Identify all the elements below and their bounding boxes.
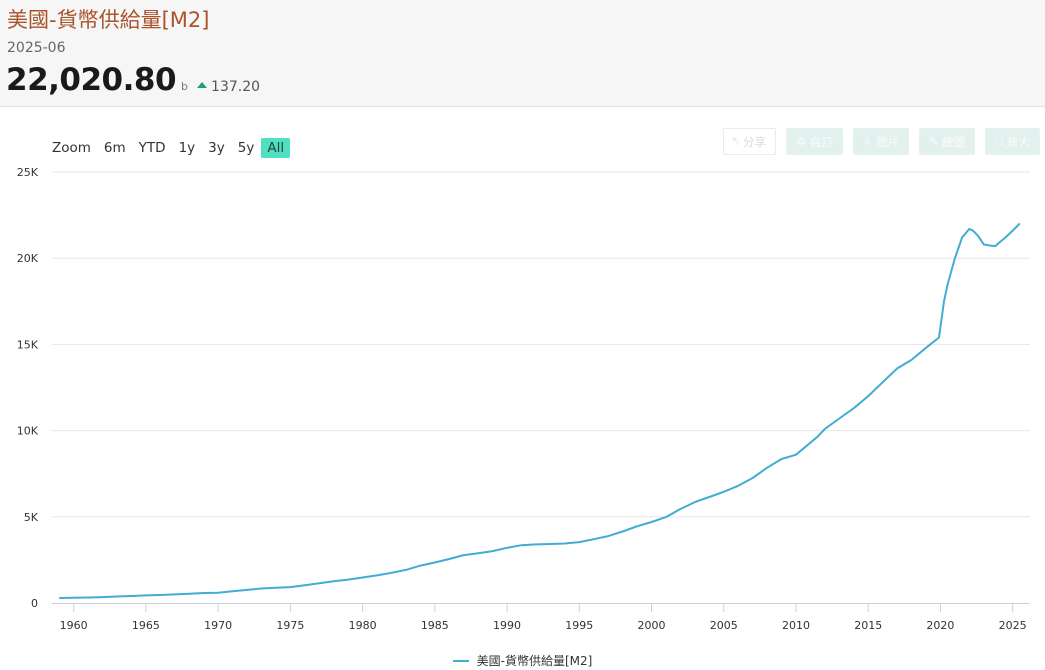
line-chart: 0 5K 10K 15K 20K 25K 1960 1965 1970 1975 1980 1985…	[17, 166, 1030, 632]
y-tick-label: 10K	[17, 425, 39, 438]
x-tick-label: 2020	[926, 619, 954, 632]
chart-toolbar: ⤣ 分享 ⚙ 自訂 ⇩ 圖片 ✎ 繪圖 ⛶ 放大	[722, 128, 1040, 155]
chart-legend[interactable]: 美國-貨幣供給量[M2]	[0, 652, 1045, 669]
y-axis-labels: 0 5K 10K 15K 20K 25K	[17, 166, 39, 610]
x-tick-label: 1980	[349, 619, 377, 632]
legend-label: 美國-貨幣供給量[M2]	[476, 654, 593, 668]
draw-button[interactable]: ✎ 繪圖	[919, 128, 976, 155]
zoom-1y-button[interactable]: 1y	[178, 140, 196, 156]
change-indicator: 137.20	[197, 79, 260, 95]
y-tick-label: 25K	[17, 166, 39, 179]
y-tick-label: 0	[31, 597, 38, 610]
x-tick-label: 1960	[60, 619, 88, 632]
series-line	[59, 222, 1021, 599]
x-tick-label: 2025	[999, 619, 1027, 632]
x-tick-label: 2015	[854, 619, 882, 632]
pencil-icon: ✎	[929, 135, 939, 148]
zoom-all-button[interactable]: All	[261, 138, 291, 158]
change-value: 137.20	[211, 79, 261, 95]
x-axis	[52, 603, 1030, 612]
value-unit: b	[181, 80, 189, 93]
data-date: 2025-06	[7, 40, 66, 56]
zoom-3y-button[interactable]: 3y	[208, 140, 225, 156]
expand-label: 放大	[1007, 134, 1030, 149]
x-tick-label: 2000	[638, 619, 666, 632]
expand-icon: ⛶	[995, 134, 1003, 148]
share-button[interactable]: ⤣ 分享	[722, 128, 776, 155]
zoom-6m-button[interactable]: 6m	[103, 140, 126, 156]
zoom-5y-button[interactable]: 5y	[237, 140, 255, 156]
zoom-label: Zoom	[52, 140, 91, 156]
page-title: 美國-貨幣供給量[M2]	[7, 8, 210, 32]
zoom-bar: Zoom 6m YTD 1y 3y 5y All	[52, 137, 291, 159]
x-tick-label: 1985	[421, 619, 449, 632]
x-axis-labels: 1960 1965 1970 1975 1980 1985 1990 1995 2000 2005…	[60, 619, 1027, 632]
x-tick-label: 1975	[276, 619, 304, 632]
customize-label: 自訂	[809, 134, 833, 149]
y-tick-label: 15K	[17, 338, 39, 351]
image-button[interactable]: ⇩ 圖片	[852, 128, 910, 155]
x-tick-label: 2005	[710, 619, 738, 632]
x-tick-label: 1990	[493, 619, 521, 632]
expand-button[interactable]: ⛶ 放大	[985, 128, 1040, 155]
y-tick-label: 5K	[24, 511, 39, 524]
x-tick-label: 1970	[204, 619, 232, 632]
download-icon: ⇩	[862, 135, 873, 148]
customize-button[interactable]: ⚙ 自訂	[785, 128, 843, 155]
header: 美國-貨幣供給量[M2] 2025-06 22,020.80 b 137.20	[0, 0, 1045, 107]
latest-value: 22,020.80	[6, 62, 177, 98]
x-tick-label: 2010	[782, 619, 810, 632]
x-tick-label: 1995	[565, 619, 593, 632]
draw-label: 繪圖	[942, 134, 966, 149]
grid-lines	[52, 171, 1030, 518]
legend-swatch	[452, 659, 469, 662]
share-label: 分享	[742, 134, 766, 149]
x-tick-label: 1965	[132, 619, 160, 632]
series-layer	[59, 222, 1021, 599]
value-row: 22,020.80 b 137.20	[6, 62, 260, 98]
gear-icon: ⚙	[795, 135, 806, 148]
zoom-ytd-button[interactable]: YTD	[138, 140, 166, 156]
image-label: 圖片	[876, 134, 900, 149]
share-icon: ⤣	[732, 134, 739, 148]
y-tick-label: 20K	[17, 252, 39, 265]
up-arrow-icon	[197, 82, 208, 88]
